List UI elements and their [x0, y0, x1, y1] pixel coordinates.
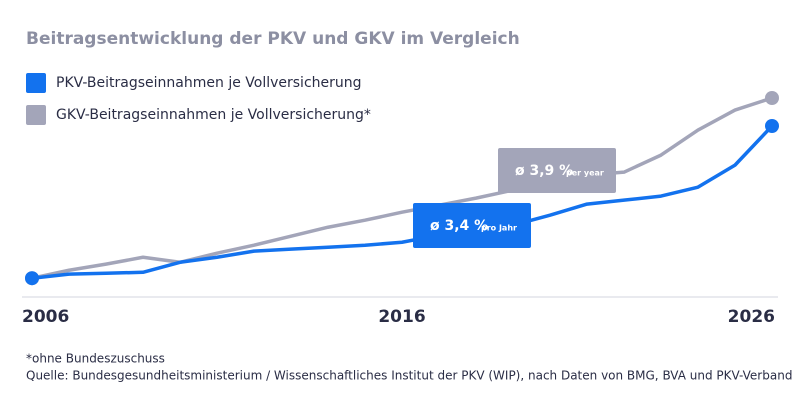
x-tick-label: 2016 [378, 307, 425, 327]
footnote: *ohne Bundeszuschuss [26, 352, 165, 366]
series-line [31, 96, 773, 280]
annotation-value: ø 3,9 % [515, 163, 573, 179]
annotation: ø 3,9 %per year [498, 148, 616, 193]
end-point [765, 91, 779, 106]
annotation-box [498, 148, 616, 193]
series-line [31, 124, 774, 280]
legend-swatch [26, 105, 46, 125]
x-tick-label: 2006 [22, 307, 69, 327]
end-point [765, 119, 779, 134]
legend-label: GKV-Beitragseinnahmen je Vollversicherun… [56, 107, 371, 123]
annotation-unit: pro Jahr [481, 224, 517, 233]
annotation-unit: per year [566, 169, 604, 178]
x-tick-label: 2026 [728, 307, 775, 327]
legend-label: PKV-Beitragseinnahmen je Vollversicherun… [56, 75, 362, 91]
annotation: ø 3,4 %pro Jahr [413, 203, 531, 248]
legend-swatch [26, 73, 46, 93]
chart-title: Beitragsentwicklung der PKV und GKV im V… [26, 29, 520, 49]
annotation-box [413, 203, 531, 248]
end-point [25, 271, 39, 286]
annotation-value: ø 3,4 % [430, 218, 488, 234]
source: Quelle: Bundesgesundheitsministerium / W… [26, 369, 792, 383]
